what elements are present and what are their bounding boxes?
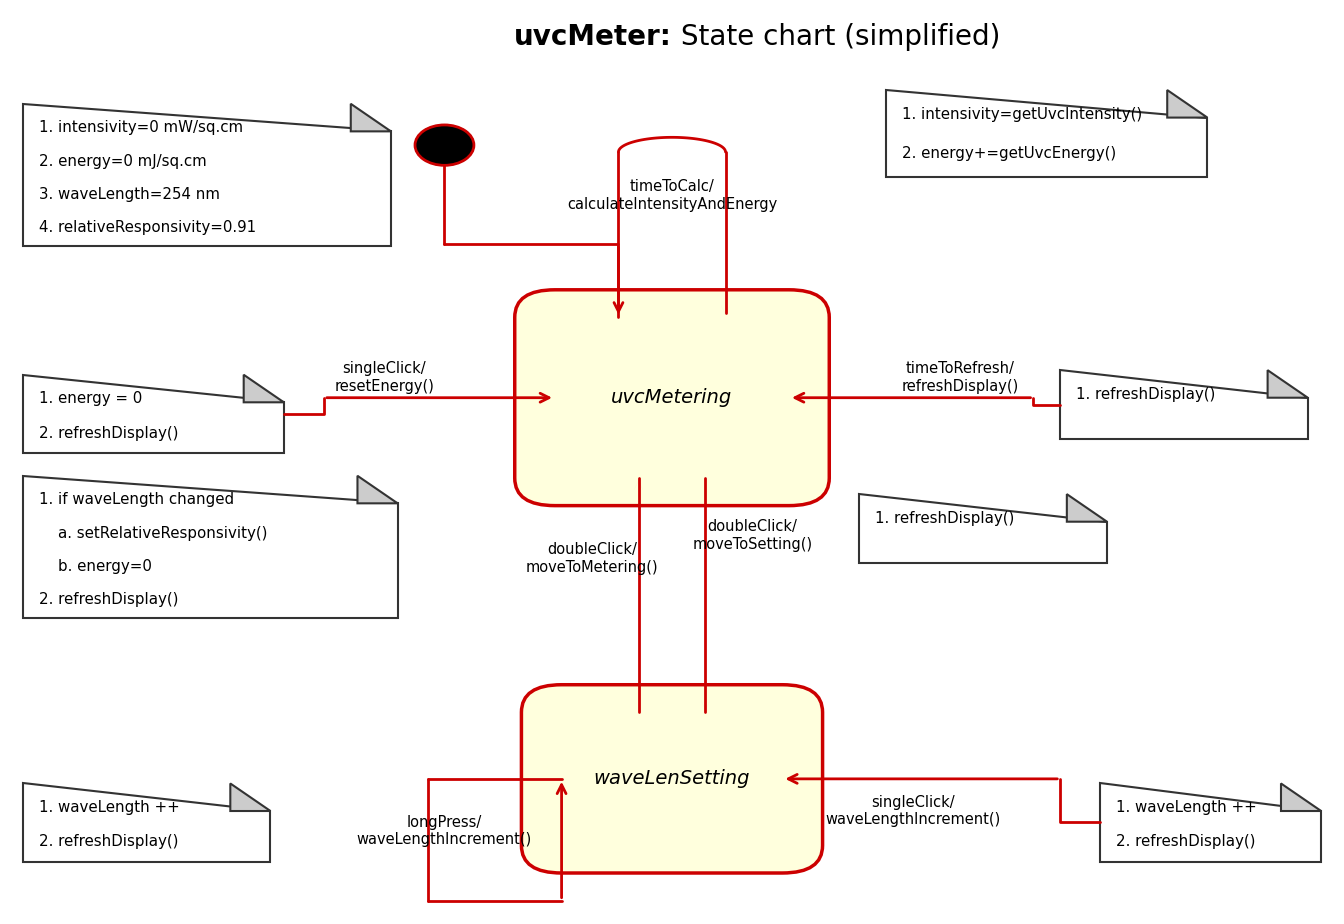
Polygon shape [859, 494, 1107, 563]
Polygon shape [886, 90, 1207, 177]
Polygon shape [358, 476, 398, 504]
Polygon shape [23, 784, 270, 861]
Polygon shape [23, 476, 398, 618]
Text: 1. waveLength ++: 1. waveLength ++ [39, 800, 180, 815]
Polygon shape [243, 375, 284, 402]
Text: 4. relativeResponsivity=0.91: 4. relativeResponsivity=0.91 [39, 220, 257, 236]
Text: singleClick/
resetEnergy(): singleClick/ resetEnergy() [335, 361, 434, 394]
Text: 1. energy = 0: 1. energy = 0 [39, 391, 142, 407]
Text: timeToRefresh/
refreshDisplay(): timeToRefresh/ refreshDisplay() [900, 361, 1019, 394]
Text: uvcMeter:: uvcMeter: [515, 23, 672, 51]
Polygon shape [1060, 371, 1308, 439]
FancyBboxPatch shape [515, 290, 829, 505]
Polygon shape [23, 103, 391, 246]
Text: 2. refreshDisplay(): 2. refreshDisplay() [1117, 834, 1255, 849]
Text: timeToCalc/
calculateIntensityAndEnergy: timeToCalc/ calculateIntensityAndEnergy [567, 179, 777, 212]
Polygon shape [23, 375, 284, 453]
Text: a. setRelativeResponsivity(): a. setRelativeResponsivity() [39, 526, 267, 541]
Polygon shape [1281, 784, 1321, 811]
Text: 2. energy=0 mJ/sq.cm: 2. energy=0 mJ/sq.cm [39, 153, 207, 169]
Polygon shape [351, 103, 391, 131]
Circle shape [415, 125, 474, 165]
Text: 1. if waveLength changed: 1. if waveLength changed [39, 492, 234, 507]
Text: 1. intensivity=0 mW/sq.cm: 1. intensivity=0 mW/sq.cm [39, 120, 243, 135]
Text: doubleClick/
moveToSetting(): doubleClick/ moveToSetting() [692, 519, 812, 552]
Polygon shape [1067, 494, 1107, 522]
Text: doubleClick/
moveToMetering(): doubleClick/ moveToMetering() [526, 542, 659, 575]
Text: waveLenSetting: waveLenSetting [594, 770, 750, 788]
Text: 1. refreshDisplay(): 1. refreshDisplay() [875, 511, 1015, 526]
Polygon shape [1101, 784, 1321, 861]
Text: 2. energy+=getUvcEnergy(): 2. energy+=getUvcEnergy() [902, 146, 1117, 161]
Text: uvcMetering: uvcMetering [612, 388, 732, 407]
Text: longPress/
waveLengthIncrement(): longPress/ waveLengthIncrement() [358, 815, 532, 847]
Polygon shape [1167, 90, 1207, 117]
Text: singleClick/
waveLengthIncrement(): singleClick/ waveLengthIncrement() [825, 795, 1000, 827]
Polygon shape [1267, 371, 1308, 397]
Text: 3. waveLength=254 nm: 3. waveLength=254 nm [39, 187, 220, 202]
Text: 1. waveLength ++: 1. waveLength ++ [1117, 800, 1257, 815]
FancyBboxPatch shape [521, 685, 823, 873]
Text: State chart (simplified): State chart (simplified) [672, 23, 1000, 51]
Text: 2. refreshDisplay(): 2. refreshDisplay() [39, 592, 179, 607]
Text: 1. intensivity=getUvcIntensity(): 1. intensivity=getUvcIntensity() [902, 106, 1142, 122]
Polygon shape [230, 784, 270, 811]
Text: 2. refreshDisplay(): 2. refreshDisplay() [39, 834, 179, 849]
Text: 2. refreshDisplay(): 2. refreshDisplay() [39, 426, 179, 441]
Text: b. energy=0: b. energy=0 [39, 559, 152, 574]
Text: 1. refreshDisplay(): 1. refreshDisplay() [1077, 386, 1215, 402]
